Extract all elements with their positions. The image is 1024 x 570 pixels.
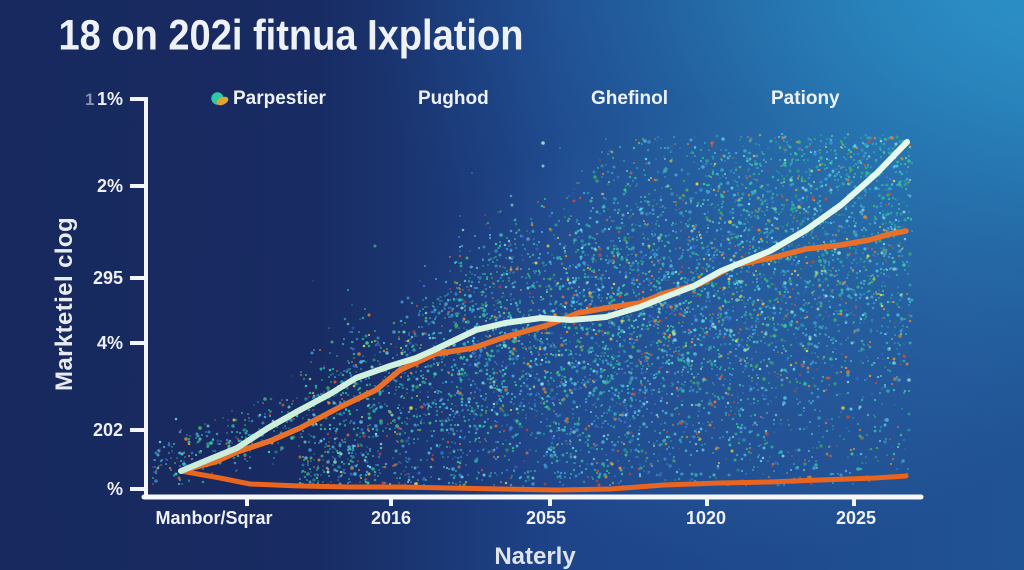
svg-text:2025: 2025 xyxy=(836,508,876,528)
svg-text:Marktetiel clog: Marktetiel clog xyxy=(51,217,78,391)
svg-text:%: % xyxy=(107,479,123,499)
svg-text:2055: 2055 xyxy=(526,508,566,528)
svg-text:2016: 2016 xyxy=(371,508,411,528)
svg-text:Pughod: Pughod xyxy=(418,88,489,109)
svg-text:Manbor/Sqrar: Manbor/Sqrar xyxy=(155,508,272,528)
svg-text:4%: 4% xyxy=(97,333,123,353)
svg-text:Naterly: Naterly xyxy=(494,543,576,570)
svg-text:Ghefinol: Ghefinol xyxy=(591,88,668,109)
svg-text:Parpestier: Parpestier xyxy=(233,88,327,109)
svg-text:2%: 2% xyxy=(97,176,123,196)
svg-text:202: 202 xyxy=(93,420,123,440)
svg-text:295: 295 xyxy=(93,268,123,288)
svg-text:1: 1 xyxy=(85,90,94,109)
svg-text:1%: 1% xyxy=(97,89,123,109)
svg-text:Pationy: Pationy xyxy=(771,88,840,109)
svg-text:18 on 202i fitnua Ixplation: 18 on 202i fitnua Ixplation xyxy=(59,11,524,59)
svg-text:1020: 1020 xyxy=(686,508,726,528)
